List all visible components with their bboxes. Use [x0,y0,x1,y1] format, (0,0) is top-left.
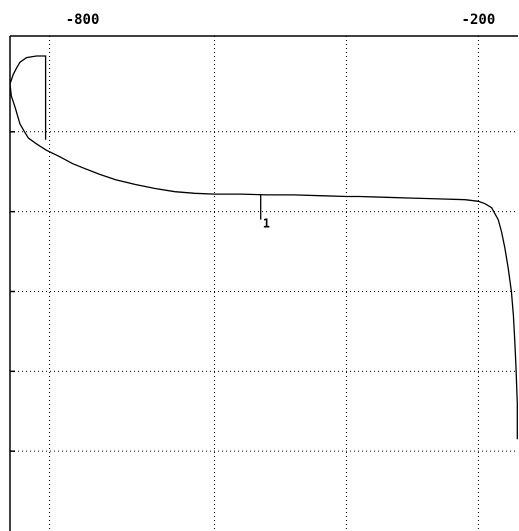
curves [9,55,518,440]
annotations: 1 [260,194,270,231]
curve-series-1 [9,55,47,140]
x-tick-labels: -800 -200 [66,12,496,28]
gridlines [10,36,518,531]
x-tick-label-1: -200 [462,12,496,28]
marker-label-0: 1 [263,217,270,231]
x-tick-label-0: -800 [66,12,100,28]
axes [9,35,518,531]
curve-series-0 [9,83,518,440]
